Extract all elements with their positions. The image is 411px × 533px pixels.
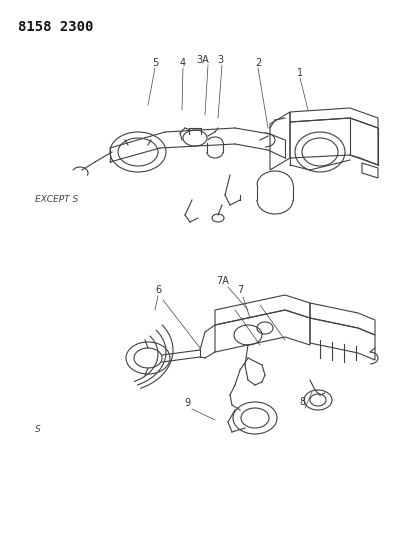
Text: 9: 9 xyxy=(184,398,190,408)
Text: 7A: 7A xyxy=(217,276,229,286)
Text: 6: 6 xyxy=(155,285,161,295)
Text: 1: 1 xyxy=(297,68,303,78)
Text: EXCEPT S: EXCEPT S xyxy=(35,196,78,205)
Text: S: S xyxy=(35,425,41,434)
Text: 4: 4 xyxy=(180,58,186,68)
Text: 2: 2 xyxy=(255,58,261,68)
Text: 8: 8 xyxy=(299,397,305,407)
Text: 3: 3 xyxy=(217,55,223,65)
Text: 3A: 3A xyxy=(196,55,209,65)
Text: 7: 7 xyxy=(237,285,243,295)
Text: 5: 5 xyxy=(152,58,158,68)
Text: 8158 2300: 8158 2300 xyxy=(18,20,93,34)
